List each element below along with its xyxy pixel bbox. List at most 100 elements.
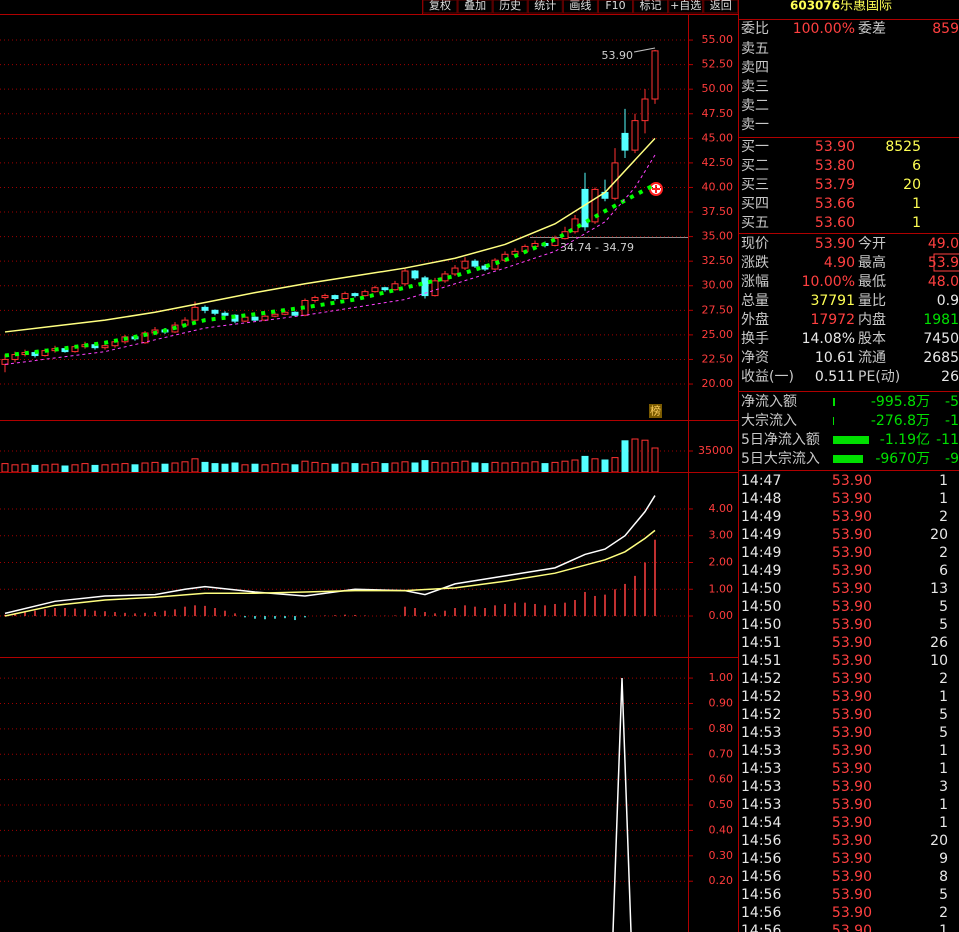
volume-bar [261,464,269,472]
trade-volume: 5 [939,887,948,903]
ask-level: 卖四 [741,60,769,76]
stat-label: 内盘 [858,311,886,328]
stat-value: 2685 [923,350,959,366]
candle-body [261,315,269,321]
trade-volume: 8 [939,869,948,885]
toolbar-button[interactable] [492,0,528,14]
candle-body [581,188,589,228]
toolbar-button[interactable] [633,0,669,14]
y-tick-label: 0.20 [709,874,734,887]
toolbar-button[interactable] [668,0,704,14]
volume-bar [31,464,39,472]
volume-bar [481,463,489,472]
toolbar-button[interactable] [598,0,633,14]
candle-body [191,306,199,321]
trade-price: 53.90 [832,905,872,921]
toolbar-label[interactable]: 标记 [640,0,662,12]
trade-price: 53.90 [832,815,872,831]
indicator-line [4,137,656,333]
toolbar-label[interactable]: 历史 [499,0,521,12]
volume-bar [341,462,349,472]
trade-time: 14:54 [741,815,781,831]
toolbar-button[interactable] [562,0,598,14]
volume-bar [621,440,629,472]
toolbar-button[interactable] [422,0,458,14]
y-tick-label: 0.00 [709,609,734,622]
toolbar-label[interactable]: 返回 [710,0,732,12]
candle-body [591,188,599,223]
stat-label: 换手 [741,330,769,347]
stat-label: 量比 [858,293,886,309]
volume-bar [271,463,279,472]
flow-bar [833,455,863,463]
trade-price: 53.90 [832,833,872,849]
candle-body [351,293,359,297]
panel [0,438,688,472]
y-tick-label: 1.00 [709,582,734,595]
toolbar-button[interactable] [703,0,739,14]
volume-bar [1,463,9,472]
y-tick-label: 52.50 [702,58,734,71]
stock-name: 乐惠国际 [840,0,892,14]
y-tick-label: 0.30 [709,849,734,862]
ask-level: 卖三 [741,79,769,95]
trade-price: 53.90 [832,743,872,759]
trade-time: 14:47 [741,473,781,489]
stat-value: 14.08% [802,331,855,347]
volume-bar [421,460,429,472]
stat-label: PE(动) [858,369,900,385]
volume-bar [471,462,479,472]
candle-body [291,311,299,316]
volume-bar [491,461,499,472]
toolbar-label[interactable]: 画线 [569,0,591,12]
toolbar-label[interactable]: 统计 [534,0,556,12]
bid-price: 53.60 [815,215,855,231]
trade-volume: 1 [939,815,948,831]
volume-bar [111,463,119,472]
flow-value: -1 [945,413,959,429]
bid-volume: 20 [903,177,921,193]
trade-volume: 5 [939,617,948,633]
y-tick-label: 45.00 [702,131,734,144]
stat-value: 37791 [810,293,855,309]
toolbar-button[interactable] [457,0,493,14]
toolbar-label[interactable]: 复权 [429,0,451,12]
volume-bar [531,461,539,472]
candle-body [331,295,339,300]
stat-label: 今开 [858,236,886,252]
volume-bar [41,464,49,472]
y-tick-label: 1.00 [709,671,734,684]
volume-bar [171,462,179,472]
label: 委比 [741,21,769,37]
volume-bar [291,464,299,472]
y-tick-label: 22.50 [702,352,734,365]
trade-price: 53.90 [832,887,872,903]
indicator-line [4,154,656,365]
trade-price: 53.90 [832,491,872,507]
y-tick-label: 55.00 [702,33,734,46]
volume-bar [331,463,339,472]
candle-body [641,98,649,122]
trade-volume: 13 [930,581,948,597]
candle-body [491,259,499,270]
toolbar-label[interactable]: F10 [605,0,625,12]
candle-body [321,295,329,299]
bid-price: 53.90 [815,139,855,155]
trade-time: 14:52 [741,707,781,723]
toolbar-label[interactable]: +自选 [670,0,701,12]
trade-volume: 9 [939,851,948,867]
trade-volume: 5 [939,707,948,723]
volume-bar [381,463,389,472]
trade-price: 53.90 [832,851,872,867]
panel [0,495,688,621]
volume-bar [321,463,329,472]
volume-bar [611,457,619,472]
trade-volume: 1 [939,761,948,777]
volume-bar [561,460,569,472]
toolbar-button[interactable] [527,0,563,14]
trade-price: 53.90 [832,797,872,813]
volume-bar [91,464,99,472]
trade-volume: 20 [930,833,948,849]
toolbar-label[interactable]: 叠加 [464,0,486,12]
